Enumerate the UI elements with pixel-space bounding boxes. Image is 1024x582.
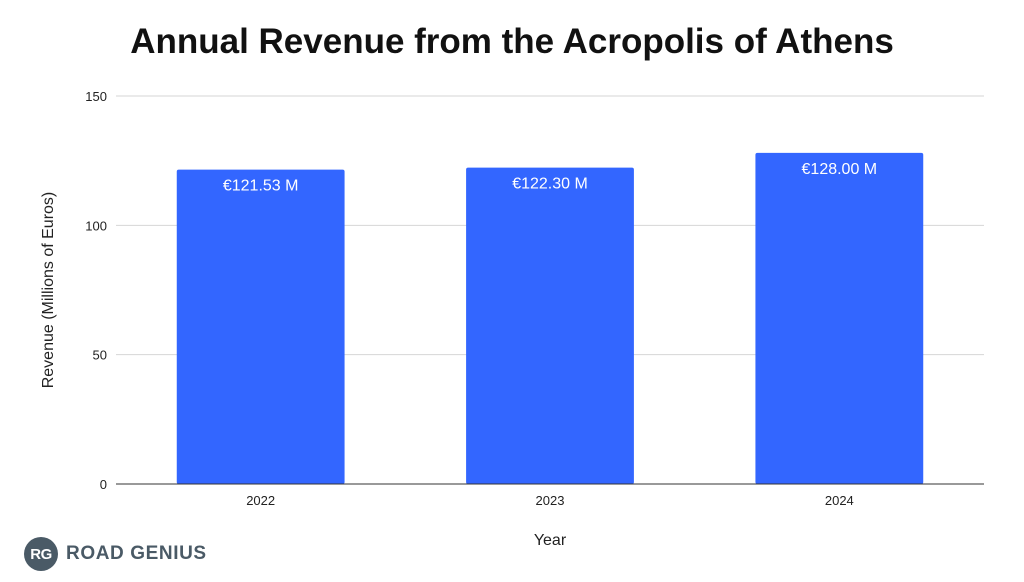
road-genius-logo: RG ROAD GENIUS: [24, 536, 207, 572]
logo-text: ROAD GENIUS: [66, 543, 207, 564]
x-axis-ticks: 2022 2023 2024: [246, 493, 854, 508]
y-tick-label: 150: [85, 89, 107, 104]
chart-title: Annual Revenue from the Acropolis of Ath…: [130, 22, 894, 61]
y-tick-label: 0: [100, 477, 107, 492]
x-axis-title: Year: [534, 532, 567, 549]
bar-value-label: €128.00 M: [802, 161, 878, 178]
y-axis-title: Revenue (Millions of Euros): [40, 192, 57, 389]
bar-2022: [176, 169, 345, 484]
logo-badge: RG: [24, 537, 58, 571]
y-tick-label: 50: [93, 348, 107, 363]
bar-value-label: €121.53 M: [223, 178, 299, 195]
y-tick-label: 100: [85, 218, 107, 233]
bars: €121.53 M €122.30 M €128.00 M: [176, 152, 924, 484]
x-tick-label: 2022: [246, 493, 275, 508]
bar-value-label: €122.30 M: [512, 176, 588, 193]
x-tick-label: 2024: [825, 493, 854, 508]
bar-2023: [466, 167, 634, 484]
bar-2024: [755, 152, 924, 484]
x-tick-label: 2023: [536, 493, 565, 508]
y-axis-ticks: 0 50 100 150: [85, 89, 107, 492]
